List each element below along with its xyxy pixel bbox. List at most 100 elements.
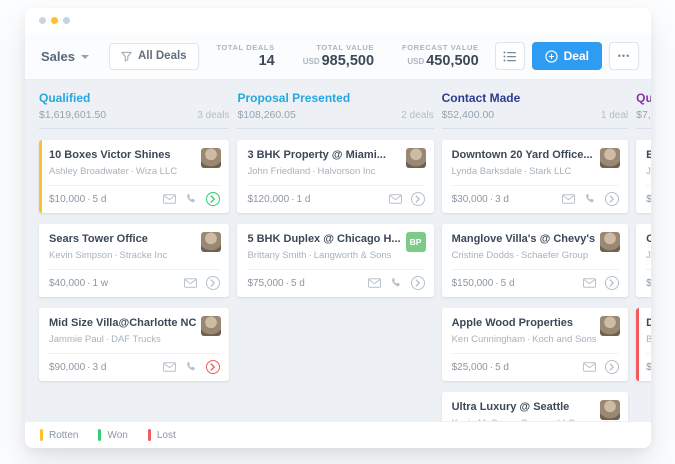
deal-value: $75,000 <box>247 277 284 289</box>
deal-organization: Stracke Inc <box>119 250 168 261</box>
more-options-button[interactable]: ••• <box>609 42 639 70</box>
window-dot-2[interactable] <box>51 17 58 24</box>
separator-dot: · <box>524 166 528 177</box>
separator-dot: · <box>527 334 531 345</box>
deal-title: Manglove Villa's @ Chevy's <box>451 233 596 245</box>
deal-card[interactable]: Sears Tower Office Kevin Simpson · Stracke… <box>39 224 230 297</box>
list-view-button[interactable] <box>494 42 525 70</box>
add-deal-button[interactable]: Deal <box>531 42 602 70</box>
next-stage-icon[interactable] <box>206 360 221 374</box>
window-titlebar <box>25 8 651 33</box>
mail-icon[interactable] <box>388 194 402 204</box>
deal-organization: Schaefer Group <box>521 250 589 261</box>
deal-card[interactable]: Chicago Downtown Appart... James William… <box>636 224 651 297</box>
deal-card[interactable]: Apple Wood Properties Ken Cunningham · Koc… <box>441 308 629 381</box>
mail-icon[interactable] <box>163 194 177 204</box>
deal-footer: $120,000 · 1 d <box>247 185 425 213</box>
deal-subtitle: Ken Cunningham · Koch and Sons <box>452 334 620 345</box>
deal-organization: Koch and Sons <box>532 334 597 345</box>
avatar <box>201 316 222 336</box>
deal-contact-person: Ashley Broadwater <box>49 166 129 177</box>
next-stage-icon[interactable] <box>206 276 221 290</box>
separator-dot: · <box>105 334 110 345</box>
deal-subtitle: Benjamin Jobs·Landfighter <box>646 334 651 345</box>
deal-contact-person: Cristine Dodds <box>451 250 514 261</box>
mail-icon[interactable] <box>562 194 576 204</box>
stat-total-deals: TOTAL DEALS 14 <box>216 43 274 69</box>
pipeline-column: Contact Made $52,400.00 1 deal Downtown … <box>441 89 629 421</box>
deal-value: $150,000 <box>451 277 494 289</box>
deal-actions <box>163 192 221 206</box>
mail-icon[interactable] <box>163 362 177 372</box>
phone-icon[interactable] <box>185 361 197 373</box>
stat-total-value: TOTAL VALUE USD 985,500 <box>303 43 374 69</box>
next-stage-icon[interactable] <box>206 192 221 206</box>
avatar <box>600 316 621 336</box>
deal-title: Apple Wood Properties <box>451 317 573 329</box>
pipeline-label: Sales <box>41 48 75 64</box>
deal-value: $60,000 <box>646 193 651 205</box>
toolbar: Sales All Deals TOTAL DEALS 14 TOTAL VAL… <box>25 33 651 80</box>
deal-actions <box>583 360 620 374</box>
mail-icon[interactable] <box>583 362 597 372</box>
window-dot-3[interactable] <box>63 17 70 24</box>
next-stage-icon[interactable] <box>410 192 425 206</box>
phone-icon[interactable] <box>584 193 596 205</box>
deal-contact-person: James Williams <box>646 250 651 261</box>
deal-card[interactable]: 5 BHK Duplex @ Chicago H... BP Brittany … <box>237 224 434 297</box>
all-deals-filter-button[interactable]: All Deals <box>108 42 199 70</box>
next-stage-icon[interactable] <box>605 192 620 206</box>
deal-age: 5 d <box>290 277 305 289</box>
phone-icon[interactable] <box>185 193 197 205</box>
deal-age: 5 d <box>500 277 515 289</box>
column-deal-count: 2 deals <box>401 110 434 121</box>
deal-actions <box>367 276 425 290</box>
separator-dot: · <box>516 418 519 421</box>
deal-card[interactable]: Ultra Luxury @ Seattle Kevin McCorry·Saw… <box>441 392 629 421</box>
stat-forecast-value: FORECAST VALUE USD 450,500 <box>402 43 479 69</box>
deal-contact-person: Kevin Simpson <box>49 250 113 261</box>
avatar <box>600 400 621 420</box>
deal-subtitle: Kevin Simpson · Stracke Inc <box>49 250 220 261</box>
deal-title: Ultra Luxury @ Seattle <box>451 401 570 413</box>
next-stage-icon[interactable] <box>605 276 620 290</box>
deal-card[interactable]: Mid Size Villa@Charlotte NC Jammie Paul ·… <box>39 308 230 381</box>
next-stage-icon[interactable] <box>605 360 620 374</box>
mail-icon[interactable] <box>184 278 198 288</box>
window-dot-1[interactable] <box>39 17 46 24</box>
deal-card[interactable]: Belgium House Royal Justin Lewis·Beahan … <box>636 140 651 213</box>
deal-footer: $40,000 · 1 w <box>49 269 221 297</box>
deal-card[interactable]: Manglove Villa's @ Chevy's Cristine Dodd… <box>441 224 629 297</box>
deal-title: Chicago Downtown Appart... <box>646 233 651 245</box>
deal-card[interactable]: 10 Boxes Victor Shines Ashley Broadwater… <box>39 140 230 213</box>
deal-card[interactable]: Downtown 20 Yard Office... Lynda Barksda… <box>441 140 629 213</box>
separator-dot: · <box>495 277 499 289</box>
stat-label: TOTAL VALUE <box>316 43 375 52</box>
deal-footer: $75,000 · 5 d <box>247 269 425 297</box>
deal-card[interactable]: 3 BHK Property @ Miami... John Friedland… <box>237 140 434 213</box>
phone-icon[interactable] <box>390 277 402 289</box>
won-color-bar <box>98 429 102 441</box>
mail-icon[interactable] <box>367 278 381 288</box>
deal-organization: Langworth & Sons <box>313 250 392 261</box>
stat-value: 14 <box>258 53 275 69</box>
mail-icon[interactable] <box>583 278 597 288</box>
next-stage-icon[interactable] <box>410 276 425 290</box>
separator-dot: · <box>87 277 91 289</box>
deal-footer: $25,000 · 5 d <box>451 353 620 381</box>
deal-value: $25,000 <box>451 361 488 373</box>
app-window: Sales All Deals TOTAL DEALS 14 TOTAL VAL… <box>25 8 651 448</box>
column-cards: 3 BHK Property @ Miami... John Friedland… <box>237 140 434 297</box>
separator-dot: · <box>515 250 520 261</box>
deal-value: $70,000 <box>646 277 651 289</box>
deal-subtitle: Lynda Barksdale · Stark LLC <box>452 166 620 177</box>
stat-label: TOTAL DEALS <box>216 43 275 52</box>
deal-card[interactable]: Downtown Apt. illnois BP Benjamin Jobs·L… <box>636 308 651 381</box>
separator-dot: · <box>114 250 118 261</box>
deal-contact-person: Benjamin Jobs <box>646 334 651 345</box>
deal-value: $90,000 <box>49 361 86 373</box>
pipeline-selector[interactable]: Sales <box>37 49 93 64</box>
deal-subtitle: James Williams·Yost Group <box>646 250 651 261</box>
deal-subtitle: John Friedland · Halvorson Inc <box>247 166 424 177</box>
pipeline-column: Qualified $1,619,601.50 3 deals 10 Boxes… <box>39 89 230 381</box>
